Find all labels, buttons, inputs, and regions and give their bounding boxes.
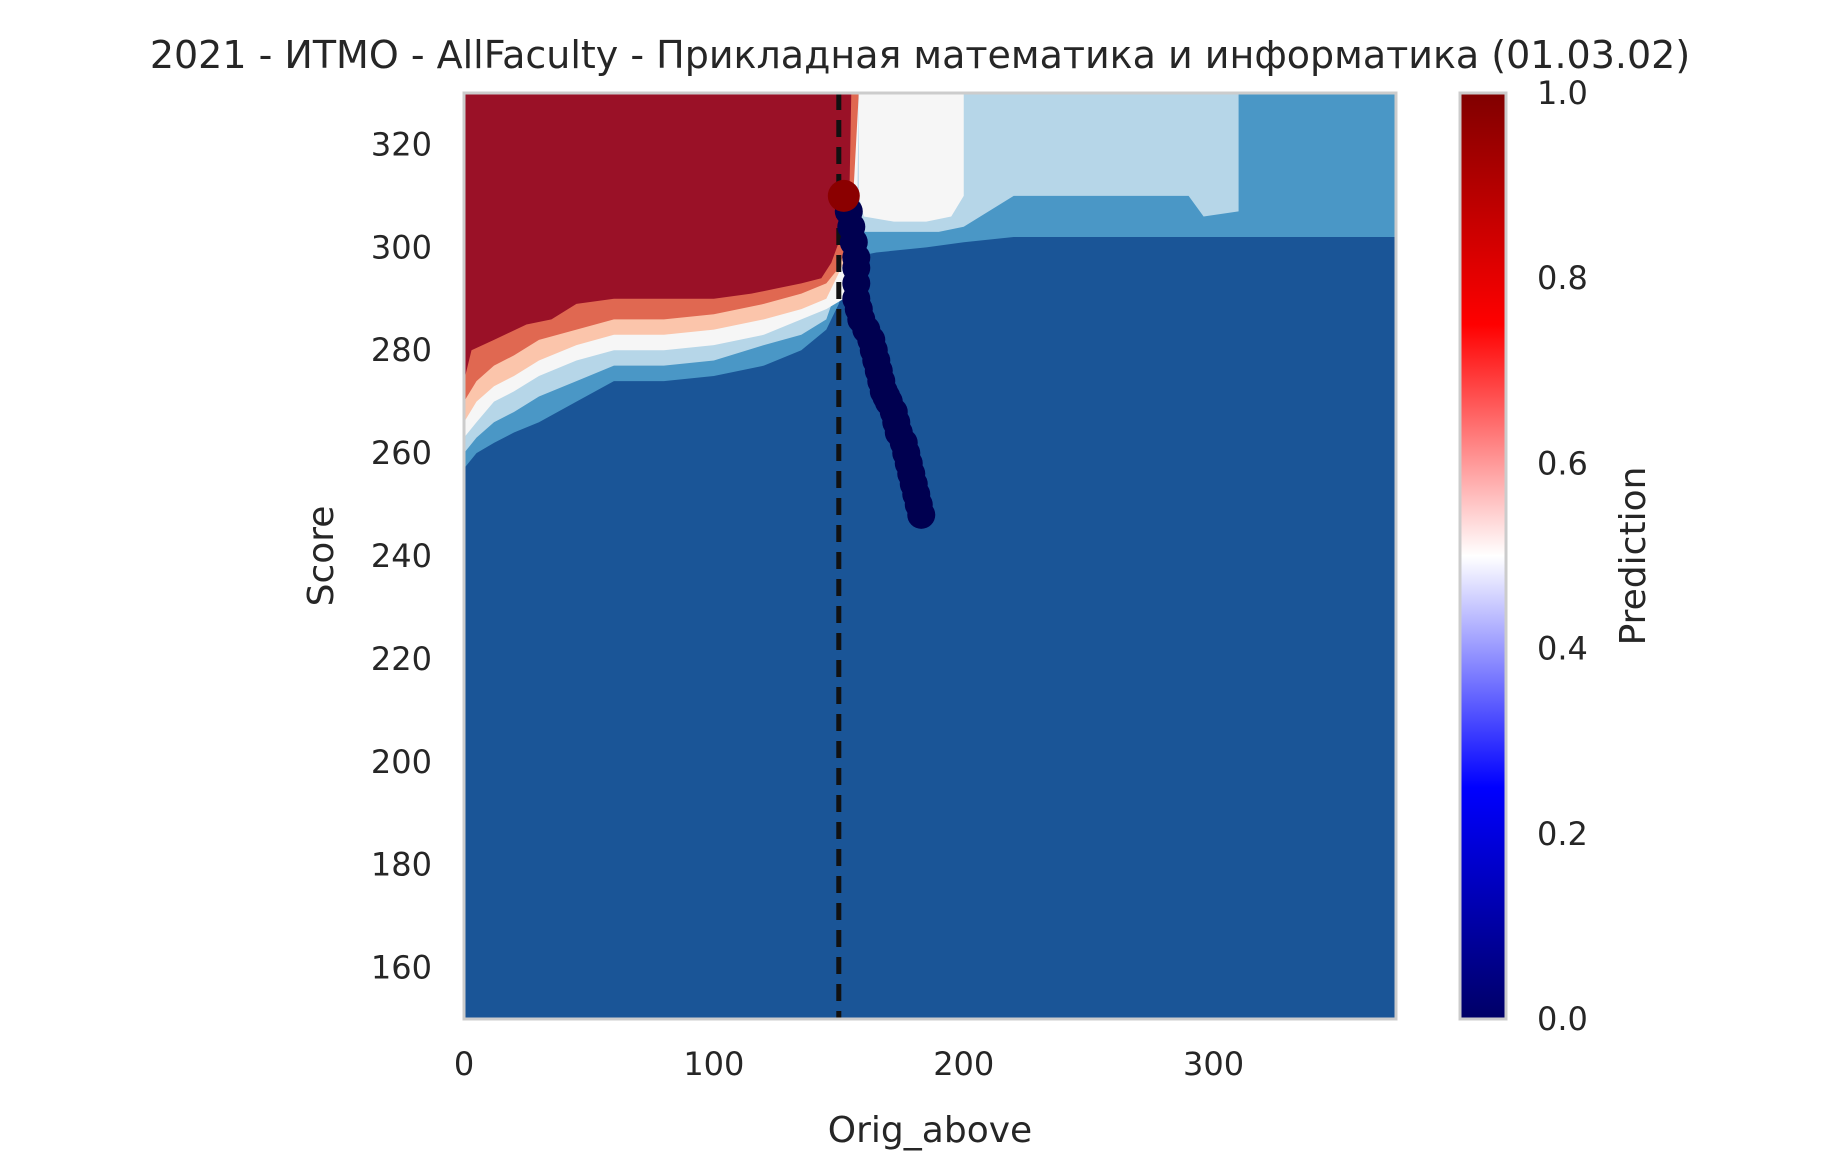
y-axis-ticks: 160 180 200 220 240 260 280 300 320: [371, 125, 432, 986]
chart-title: 2021 - ИТМО - AllFaculty - Прикладная ма…: [150, 33, 1690, 77]
y-tick-label: 260: [371, 434, 432, 472]
y-tick-label: 220: [371, 640, 432, 678]
colorbar: 0.0 0.2 0.4 0.6 0.8 1.0 Prediction: [1458, 74, 1654, 1038]
colorbar-tick-label: 1.0: [1537, 74, 1588, 112]
contour-band-white: [858, 93, 964, 222]
trajectory-start-point: [827, 179, 860, 212]
x-tick-label: 300: [1183, 1045, 1244, 1083]
x-tick-label: 200: [933, 1045, 994, 1083]
contour-fills: [464, 93, 1396, 469]
colorbar-tick-label: 0.8: [1537, 259, 1588, 297]
y-tick-label: 320: [371, 125, 432, 163]
y-tick-label: 240: [371, 537, 432, 575]
y-tick-label: 160: [371, 949, 432, 987]
y-tick-label: 280: [371, 331, 432, 369]
plot-frame: [462, 91, 1398, 1021]
plot-area: [462, 91, 1398, 1021]
x-axis-label: Orig_above: [828, 1110, 1032, 1151]
prediction-trajectory: [827, 179, 936, 529]
trajectory-point: [907, 500, 936, 529]
colorbar-tick-label: 0.6: [1537, 444, 1588, 482]
colorbar-tick-label: 0.4: [1537, 630, 1588, 668]
colorbar-tick-label: 0.0: [1537, 1000, 1588, 1038]
y-tick-label: 180: [371, 846, 432, 884]
colorbar-ticks: 0.0 0.2 0.4 0.6 0.8 1.0: [1537, 74, 1588, 1038]
colorbar-tick-label: 0.2: [1537, 815, 1588, 853]
colorbar-gradient: [1458, 91, 1508, 1021]
contour-band-1: [464, 93, 852, 382]
y-tick-label: 300: [371, 228, 432, 266]
colorbar-label: Prediction: [1613, 467, 1654, 646]
x-tick-label: 100: [683, 1045, 744, 1083]
y-tick-label: 200: [371, 743, 432, 781]
x-axis-ticks: 0 100 200 300: [454, 1045, 1244, 1083]
x-tick-label: 0: [454, 1045, 474, 1083]
y-axis-label: Score: [301, 506, 342, 607]
